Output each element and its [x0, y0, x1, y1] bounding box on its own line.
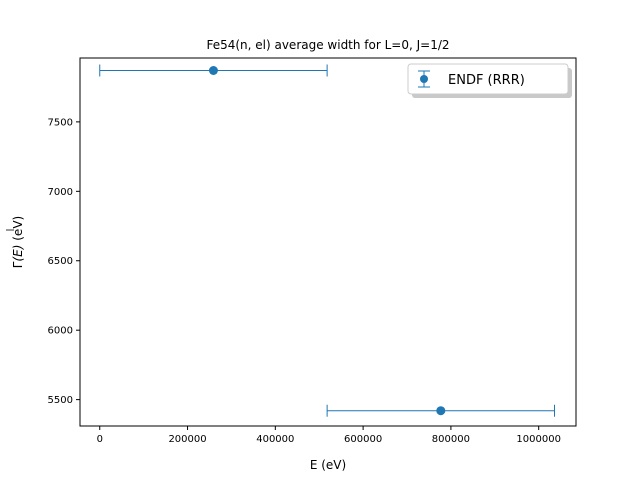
y-tick-label: 6500 — [48, 256, 73, 267]
legend: ENDF (RRR) — [407, 63, 572, 98]
y-tick-label: 7000 — [48, 187, 73, 198]
y-axis: 5500 6000 6500 7000 7500 — [48, 117, 80, 406]
y-tick-label: 6000 — [48, 326, 73, 337]
x-tick-label: 800000 — [432, 434, 470, 445]
chart-title: Fe54(n, el) average width for L=0, J=1/2 — [206, 38, 449, 52]
y-tick-label: 5500 — [48, 395, 73, 406]
y-tick-label: 7500 — [48, 117, 73, 128]
x-axis: 0 200000 400000 600000 800000 1000000 — [97, 426, 561, 445]
legend-box — [407, 63, 569, 95]
y-axis-label-unit: (eV) — [11, 216, 25, 245]
x-tick-label: 600000 — [344, 434, 382, 445]
y-axis-label: Γ(E) (eV) — [11, 216, 25, 268]
plot-area — [99, 64, 555, 417]
axes-frame — [79, 57, 577, 427]
x-tick-label: 1000000 — [516, 434, 561, 445]
x-tick-label: 0 — [97, 434, 103, 445]
y-axis-label-symbol: Γ — [11, 261, 25, 268]
legend-label: ENDF (RRR) — [448, 73, 525, 88]
x-tick-label: 200000 — [168, 434, 206, 445]
legend-marker-icon — [420, 75, 428, 83]
data-point — [208, 65, 218, 75]
x-tick-label: 400000 — [256, 434, 294, 445]
data-point — [436, 406, 446, 416]
x-axis-label: E (eV) — [310, 458, 346, 472]
y-axis-label-argument: (E) — [11, 245, 25, 262]
